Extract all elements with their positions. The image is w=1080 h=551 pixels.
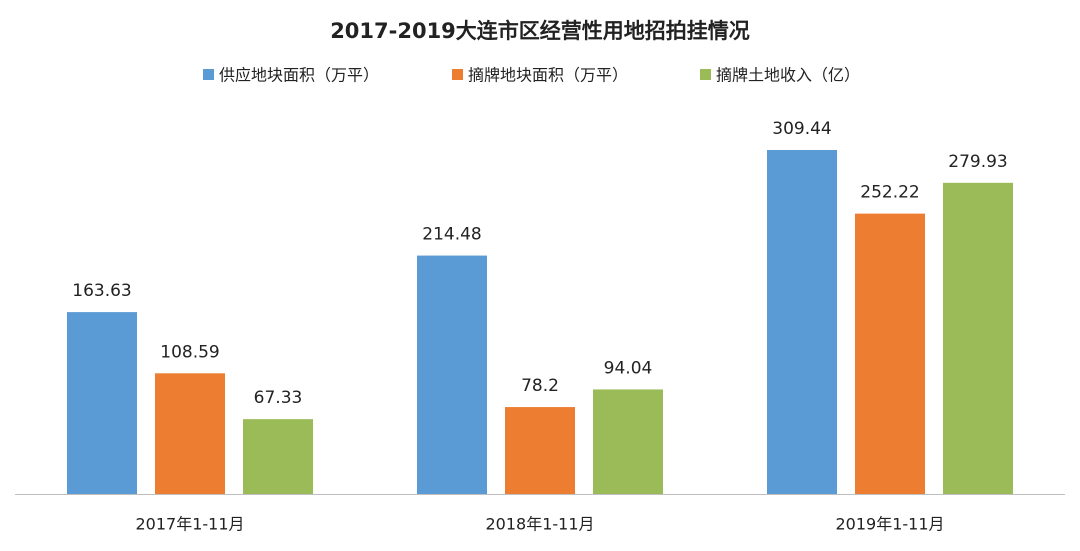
value-label: 309.44 — [772, 119, 831, 139]
legend-swatch — [452, 69, 463, 80]
bar — [155, 373, 225, 494]
x-tick-label: 2017年1-11月 — [135, 515, 244, 534]
value-label: 252.22 — [860, 183, 919, 203]
bar — [943, 182, 1013, 494]
legend-label: 摘牌地块面积（万平） — [468, 66, 628, 85]
x-tick-label: 2018年1-11月 — [485, 515, 594, 534]
value-label: 163.63 — [72, 281, 131, 301]
bar — [593, 389, 663, 494]
value-label: 78.2 — [521, 376, 559, 396]
legend-label: 摘牌土地收入（亿） — [716, 66, 860, 85]
bar — [505, 407, 575, 494]
value-label: 67.33 — [254, 388, 303, 408]
value-label: 108.59 — [160, 342, 219, 362]
chart-title: 2017-2019大连市区经营性用地招拍挂情况 — [330, 19, 750, 43]
legend-swatch — [203, 69, 214, 80]
bar — [67, 312, 137, 494]
value-label: 279.93 — [948, 152, 1007, 172]
bar — [767, 150, 837, 494]
legend-swatch — [700, 69, 711, 80]
value-label: 214.48 — [422, 225, 481, 245]
value-label: 94.04 — [604, 358, 653, 378]
bar — [417, 255, 487, 494]
bar — [243, 419, 313, 494]
x-tick-label: 2019年1-11月 — [835, 515, 944, 534]
legend-label: 供应地块面积（万平） — [219, 66, 379, 85]
bar — [855, 213, 925, 494]
